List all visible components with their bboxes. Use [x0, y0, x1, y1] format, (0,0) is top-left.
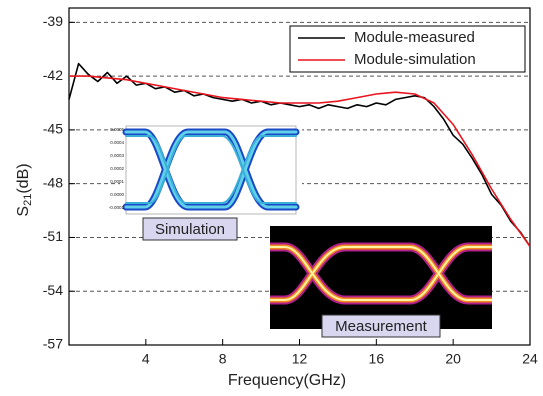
legend-label: Module-simulation [354, 51, 476, 68]
y-tick-label: -57 [43, 336, 63, 352]
inset-tick-label: 0.0005 [110, 127, 124, 132]
inset-tick-label: 0.0003 [110, 153, 124, 158]
simulation-inset: 0.0005 0.0004 0.0003 0.0002 0.0001 0.0000 -0.0… [109, 122, 302, 220]
inset-background [270, 226, 492, 329]
y-tick-label: -45 [43, 121, 63, 137]
inset-tick-label: -0.0001 [109, 205, 125, 210]
x-tick-label: 24 [522, 351, 538, 367]
inset-tick-label: 0.0001 [110, 179, 124, 184]
x-tick-label: 12 [292, 351, 308, 367]
y-axis-label: S21(dB) [15, 163, 34, 216]
measurement-inset [270, 226, 492, 329]
x-tick-label: 4 [142, 351, 150, 367]
y-tick-label: -39 [43, 13, 63, 29]
legend-label: Module-measured [354, 29, 475, 46]
inset-tick-label: 0.0002 [110, 166, 124, 171]
y-tick-label: -42 [43, 67, 63, 83]
y-label-part: S [15, 206, 32, 217]
y-label-sub: 21 [22, 194, 34, 206]
annotation: Measurement [335, 318, 428, 335]
annotation: Simulation [155, 221, 225, 238]
y-tick-label: -48 [43, 174, 63, 190]
x-tick-label: 16 [369, 351, 385, 367]
y-tick-label: -54 [43, 282, 63, 298]
x-tick-label: 8 [219, 351, 227, 367]
inset-tick-label: 0.0000 [110, 192, 124, 197]
y-tick-label: -51 [43, 228, 63, 244]
x-tick-label: 20 [445, 351, 461, 367]
inset-tick-label: 0.0004 [110, 140, 124, 145]
x-axis-label: Frequency(GHz) [228, 372, 346, 389]
chart: -57-54-51-48-45-42-394812162024 0.00050.… [0, 0, 543, 396]
legend: Module-measured Module-simulation [290, 26, 525, 72]
y-label-part: (dB) [15, 163, 32, 193]
